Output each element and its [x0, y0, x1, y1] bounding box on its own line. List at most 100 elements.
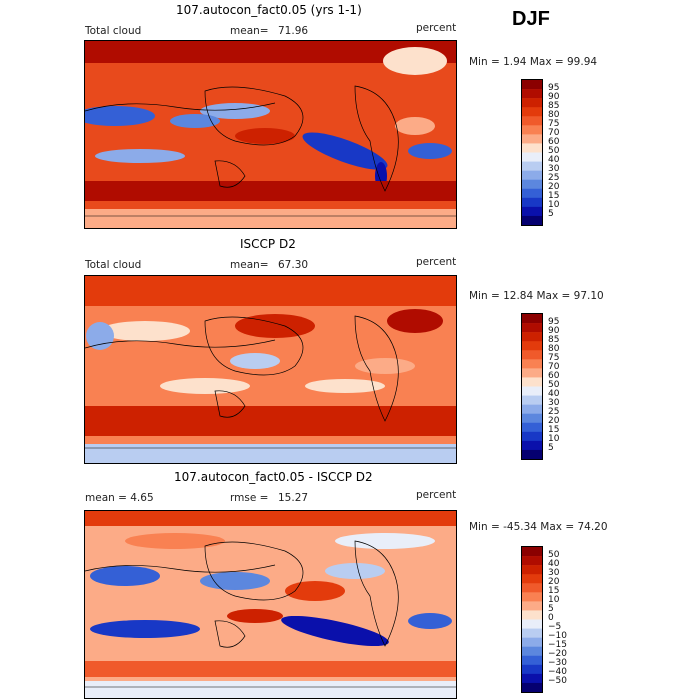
panel1-colorbar-label: 15 [548, 191, 560, 202]
colorbar-swatch [522, 170, 542, 180]
panel2-mean-label: mean= [230, 259, 269, 271]
panel3-colorbar-label: 20 [548, 576, 560, 587]
panel2-colorbar-label: 10 [548, 434, 560, 445]
colorbar-swatch [522, 314, 542, 324]
colorbar-swatch [522, 628, 542, 638]
colorbar-swatch [522, 556, 542, 566]
panel1-colorbar-label: 85 [548, 100, 560, 111]
panel1-colorbar-label: 5 [548, 209, 554, 220]
panel2-colorbar-label: 40 [548, 389, 560, 400]
panel3-title: 107.autocon_fact0.05 - ISCCP D2 [174, 470, 373, 484]
panel1-colorbar-label: 40 [548, 155, 560, 166]
panel1-colorbar-swatches [522, 80, 542, 225]
panel1-mean-value: 71.96 [278, 25, 309, 37]
colorbar-swatch [522, 422, 542, 433]
panel1-map [84, 40, 457, 229]
panel2-map [84, 275, 457, 464]
colorbar-swatch [522, 368, 542, 378]
panel3-mean-label: mean = 4.65 [85, 492, 154, 504]
panel2-colorbar-label: 80 [548, 343, 560, 354]
colorbar-swatch [522, 377, 542, 387]
colorbar-swatch [522, 179, 542, 190]
colorbar-swatch [522, 592, 542, 602]
colorbar-swatch [522, 125, 542, 135]
panel3-colorbar-label: −5 [548, 622, 562, 633]
panel3-rmse-label: rmse = [230, 492, 269, 504]
panel3-colorbar-label: −10 [548, 631, 567, 642]
colorbar-swatch [522, 350, 542, 360]
panel1-title: 107.autocon_fact0.05 (yrs 1-1) [176, 3, 362, 17]
colorbar-swatch [522, 143, 542, 153]
panel1-colorbar-label: 70 [548, 127, 560, 138]
panel3-colorbar-label: 5 [548, 603, 554, 614]
panel2-colorbar-label: 90 [548, 325, 560, 336]
panel2-colorbar-label: 25 [548, 407, 560, 418]
colorbar-swatch [522, 98, 542, 108]
panel2-colorbar [521, 313, 543, 460]
panel3-colorbar-label: −30 [548, 658, 567, 669]
colorbar-swatch [522, 161, 542, 171]
panel2-colorbar-label: 85 [548, 334, 560, 345]
colorbar-swatch [522, 655, 542, 666]
colorbar-swatch [522, 206, 542, 217]
colorbar-swatch [522, 664, 542, 675]
colorbar-swatch [522, 583, 542, 593]
panel2-colorbar-label: 50 [548, 380, 560, 390]
panel1-colorbar [521, 79, 543, 226]
colorbar-swatch [522, 332, 542, 342]
panel1-variable-label: Total cloud [85, 25, 142, 37]
panel2-title: ISCCP D2 [240, 237, 296, 251]
colorbar-swatch [522, 395, 542, 405]
panel3-colorbar-label: 50 [548, 549, 560, 560]
colorbar-swatch [522, 134, 542, 144]
panel3-colorbar-label: 15 [548, 585, 560, 596]
colorbar-swatch [522, 610, 542, 620]
panel3-map-field [85, 511, 456, 698]
panel2-units: percent [416, 256, 457, 268]
panel1-colorbar-label: 60 [548, 136, 560, 147]
panel3-map [84, 510, 457, 699]
panel1-colorbar-label: 25 [548, 173, 560, 184]
colorbar-swatch [522, 215, 542, 225]
panel2-colorbar-label: 20 [548, 416, 560, 427]
colorbar-swatch [522, 565, 542, 575]
panel1-colorbar-label: 80 [548, 109, 560, 120]
panel2-colorbar-label: 70 [548, 361, 560, 372]
panel2-colorbar-label: 75 [548, 352, 560, 363]
colorbar-swatch [522, 646, 542, 657]
colorbar-swatch [522, 197, 542, 208]
panel2-colorbar-label: 5 [548, 443, 554, 454]
panel3-colorbar-label: −40 [548, 667, 567, 678]
panel1-colorbar-label: 30 [548, 164, 560, 175]
colorbar-swatch [522, 404, 542, 414]
panel2-colorbar-swatches [522, 314, 542, 459]
panel3-colorbar-label: 30 [548, 567, 560, 578]
colorbar-swatch [522, 619, 542, 629]
panel2-minmax: Min = 12.84 Max = 97.10 [469, 290, 604, 302]
colorbar-swatch [522, 341, 542, 351]
colorbar-swatch [522, 682, 542, 692]
colorbar-swatch [522, 547, 542, 557]
panel2-variable-label: Total cloud [85, 259, 142, 271]
panel2-colorbar-label: 30 [548, 398, 560, 409]
colorbar-swatch [522, 323, 542, 333]
colorbar-swatch [522, 601, 542, 611]
panel3-colorbar-label: −20 [548, 649, 567, 660]
panel3-colorbar-label: 40 [548, 558, 560, 569]
colorbar-swatch [522, 152, 542, 162]
colorbar-swatch [522, 107, 542, 117]
panel1-colorbar-label: 90 [548, 91, 560, 102]
colorbar-swatch [522, 89, 542, 99]
colorbar-swatch [522, 80, 542, 90]
panel3-colorbar-label: −15 [548, 640, 567, 651]
colorbar-swatch [522, 413, 542, 424]
colorbar-swatch [522, 116, 542, 126]
panel1-map-field [85, 41, 456, 228]
panel1-minmax: Min = 1.94 Max = 99.94 [469, 56, 598, 68]
panel3-colorbar-swatches [522, 547, 542, 692]
panel3-units: percent [416, 489, 457, 501]
season-label: DJF [512, 8, 550, 30]
panel1-colorbar-label: 20 [548, 182, 560, 193]
colorbar-swatch [522, 188, 542, 199]
panel1-units: percent [416, 22, 457, 34]
